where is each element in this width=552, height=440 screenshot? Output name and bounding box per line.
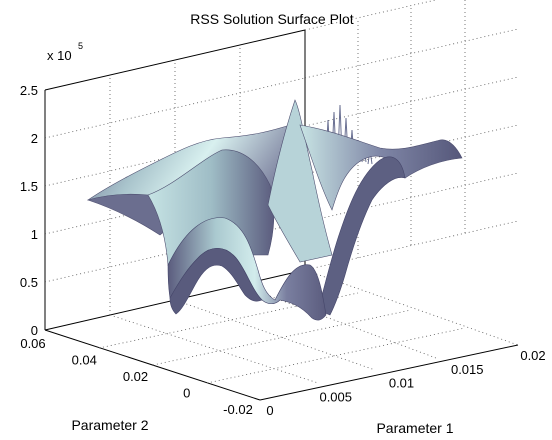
y-tick-3: 0.04 — [72, 353, 97, 368]
x-tick-2: 0.01 — [389, 376, 414, 391]
surface-front-dark — [169, 247, 263, 315]
y-tick-labels: -0.02 0 0.02 0.04 0.06 — [20, 336, 252, 417]
x-tick-3: 0.015 — [451, 362, 484, 377]
left-bottom-edge — [44, 329, 261, 401]
z-tick-4: 2 — [31, 131, 38, 146]
surface-central-peak — [267, 99, 333, 263]
x-axis-label: Parameter 1 — [376, 420, 453, 436]
x-tick-0: 0 — [266, 403, 273, 418]
z-exponent-value: 5 — [78, 41, 83, 51]
chart-title: RSS Solution Surface Plot — [190, 11, 354, 27]
rss-surface — [86, 99, 463, 321]
z-tick-1: 0.5 — [20, 275, 38, 290]
x-tick-1: 0.005 — [319, 389, 352, 404]
z-tick-2: 1 — [31, 227, 38, 242]
y-axis-label: Parameter 2 — [71, 417, 148, 433]
z-exponent-label: x 10 — [47, 48, 72, 63]
x-tick-labels: 0 0.005 0.01 0.015 0.02 — [266, 348, 545, 418]
z-tick-5: 2.5 — [20, 83, 38, 98]
y-tick-1: 0 — [183, 386, 190, 401]
x-tick-4: 0.02 — [520, 348, 545, 363]
y-tick-0: -0.02 — [223, 402, 253, 417]
y-tick-4: 0.06 — [20, 336, 45, 351]
front-bottom-edge — [259, 344, 519, 401]
z-tick-3: 1.5 — [20, 179, 38, 194]
back-top-edge — [44, 29, 306, 91]
z-tick-0: 0 — [31, 323, 38, 338]
surface-right-back — [299, 124, 463, 211]
z-tick-labels: 0 0.5 1 1.5 2 2.5 — [20, 83, 38, 338]
y-tick-2: 0.02 — [123, 369, 148, 384]
